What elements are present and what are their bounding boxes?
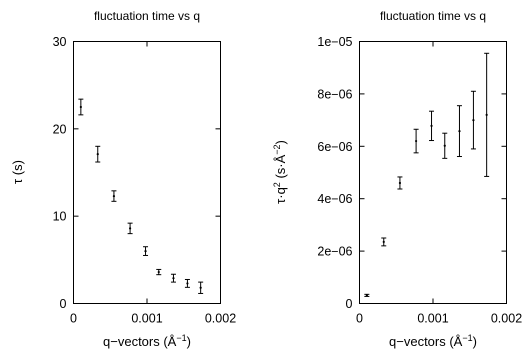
tau-point-marker <box>199 286 202 289</box>
tau-q2-x-tick-label: 0.001 <box>417 312 448 326</box>
tau-q2-vs-q-panel: fluctuation time vs q 0 0.001 0.002 0 2e−06 4… <box>272 9 522 349</box>
tau-point-marker <box>144 250 147 253</box>
tau-q2-data-point <box>397 176 403 190</box>
tau-data-point <box>170 273 176 283</box>
tau-data-point <box>156 268 162 276</box>
tau-q2-y-tick-label: 6e−06 <box>317 140 352 154</box>
tau-q2-y-tick-label: 4e−06 <box>317 192 352 206</box>
tau-chart-title: fluctuation time vs q <box>94 9 200 23</box>
tau-q2-point-marker <box>398 181 402 185</box>
tau-data-point <box>143 246 149 256</box>
tau-data-point <box>78 98 84 116</box>
tau-q2-plot-frame <box>359 41 507 304</box>
tau-point-marker <box>186 282 189 285</box>
tau-q2-point-marker <box>458 130 461 133</box>
tau-x-tick-label: 0.002 <box>205 312 236 326</box>
tau-plot-frame <box>73 41 221 304</box>
tau-q2-x-axis-label: q−vectors (Å−1) <box>389 333 477 349</box>
tau-q2-point-marker <box>485 113 488 116</box>
tau-q2-data-point <box>413 128 419 154</box>
tau-data-point <box>127 222 133 235</box>
tau-q2-point-marker <box>472 119 475 122</box>
tau-q2-y-tick-label: 8e−06 <box>317 87 352 101</box>
tau-y-tick-label: 30 <box>53 35 67 49</box>
tau-point-marker <box>96 153 99 156</box>
tau-data-point <box>184 278 190 288</box>
tau-q2-y-tick-label: 2e−06 <box>317 245 352 259</box>
tau-x-tick-label: 0 <box>70 312 77 326</box>
tau-y-tick-label: 0 <box>60 297 67 311</box>
tau-q2-point-marker <box>414 139 418 143</box>
tau-data-point <box>111 190 117 202</box>
tau-data-point <box>95 145 101 163</box>
tau-q2-data-point <box>484 52 490 177</box>
tau-point-marker <box>128 227 132 230</box>
tau-point-marker <box>172 277 175 280</box>
tau-q2-data-point <box>364 293 370 297</box>
tau-q2-x-tick-label: 0 <box>356 312 363 326</box>
tau-q2-data-point <box>381 237 387 247</box>
tau-q2-point-marker <box>382 240 385 244</box>
tau-q2-x-tick-label: 0.002 <box>491 312 522 326</box>
tau-q2-point-marker <box>443 144 446 147</box>
tau-q2-y-axis-label: τ·q2 (s·Å−2) <box>272 140 288 204</box>
tau-q2-chart-title: fluctuation time vs q <box>380 9 486 23</box>
tau-q2-y-tick-label: 1e−05 <box>317 35 352 49</box>
tau-q2-y-tick-label: 0 <box>346 297 353 311</box>
tau-point-marker <box>79 105 82 109</box>
tau-q2-data-point <box>470 90 476 150</box>
tau-q2-point-marker <box>365 294 368 297</box>
tau-y-axis-label: τ (s) <box>10 160 25 184</box>
tau-x-tick-label: 0.001 <box>131 312 162 326</box>
tau-point-marker <box>112 194 116 198</box>
tau-q2-data-point <box>456 105 462 158</box>
tau-x-axis-label: q−vectors (Å−1) <box>103 333 191 349</box>
tau-y-tick-label: 10 <box>53 210 67 224</box>
tau-q2-data-point <box>442 132 448 159</box>
tau-vs-q-panel: fluctuation time vs q 0 0.001 0.002 0 10 20 30… <box>10 9 236 349</box>
tau-data-point <box>198 281 204 294</box>
tau-point-marker <box>157 270 160 274</box>
tau-q2-point-marker <box>430 124 433 127</box>
tau-y-tick-label: 20 <box>53 122 67 136</box>
tau-q2-data-point <box>429 110 435 142</box>
